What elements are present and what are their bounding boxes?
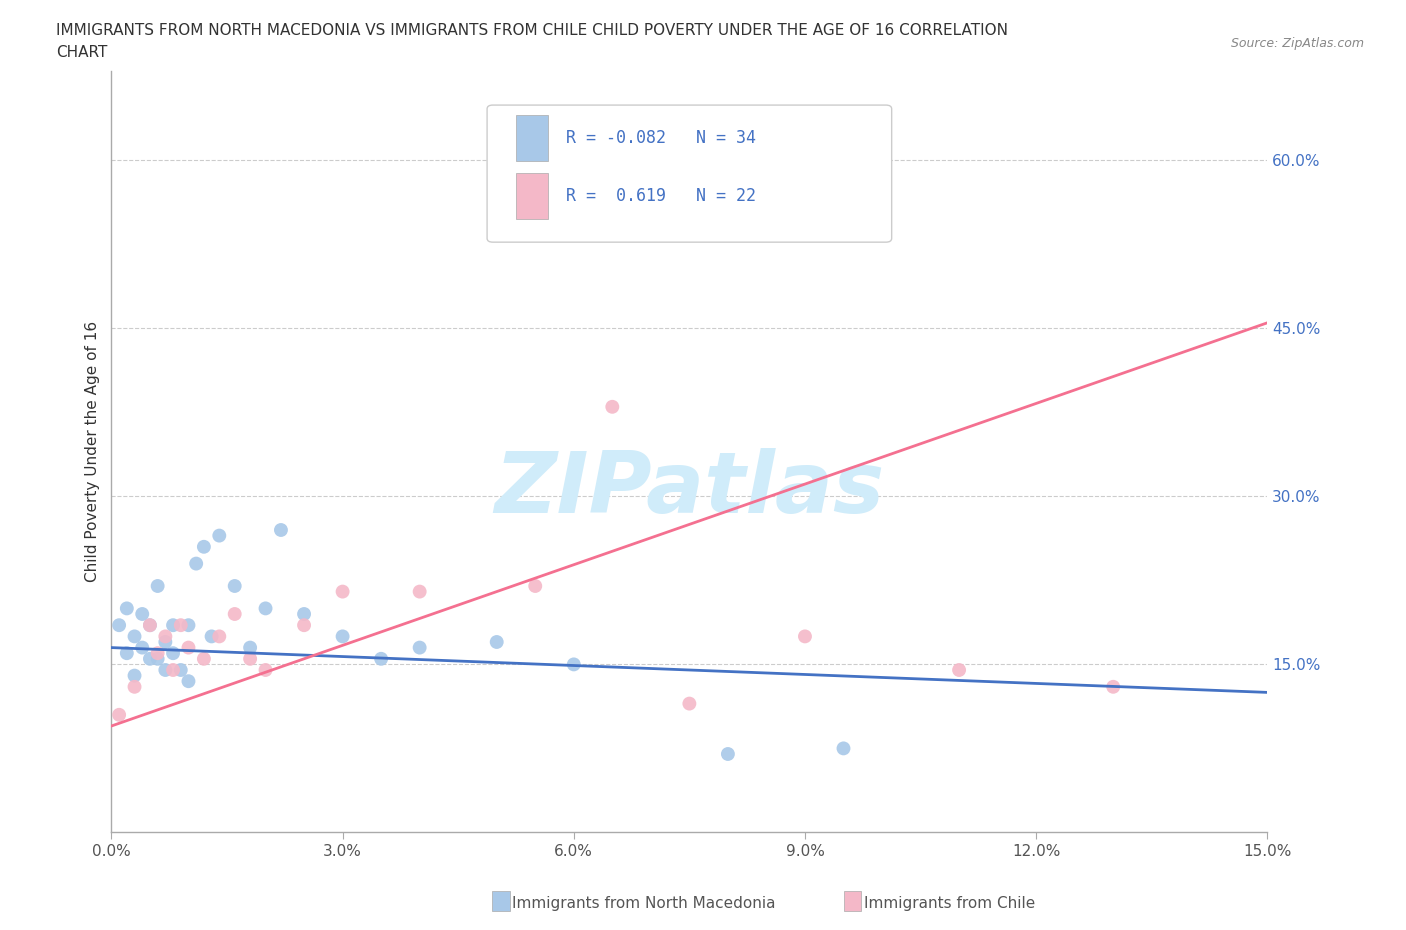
Point <box>108 708 131 723</box>
Point <box>139 618 162 632</box>
Point <box>146 578 169 593</box>
Text: CHART: CHART <box>56 45 108 60</box>
Text: R =  0.619   N = 22: R = 0.619 N = 22 <box>565 187 755 206</box>
Point <box>146 651 169 666</box>
Point <box>485 634 508 649</box>
Point <box>162 645 184 660</box>
Point <box>155 634 177 649</box>
Point <box>408 584 430 599</box>
Point <box>162 618 184 632</box>
Point <box>239 651 262 666</box>
Text: Source: ZipAtlas.com: Source: ZipAtlas.com <box>1230 37 1364 50</box>
Point <box>146 645 169 660</box>
Point <box>124 629 146 644</box>
Point <box>224 606 246 621</box>
Text: R = -0.082   N = 34: R = -0.082 N = 34 <box>565 129 755 147</box>
FancyBboxPatch shape <box>516 173 548 219</box>
Point <box>832 741 855 756</box>
Point <box>208 528 231 543</box>
Point <box>292 618 315 632</box>
Point <box>562 657 585 671</box>
Point <box>200 629 222 644</box>
Point <box>224 578 246 593</box>
Point <box>193 651 215 666</box>
Point <box>162 662 184 677</box>
Point <box>124 679 146 694</box>
Point <box>108 618 131 632</box>
Point <box>254 662 277 677</box>
Point <box>155 629 177 644</box>
Point <box>193 539 215 554</box>
Point <box>254 601 277 616</box>
Text: ZIPatlas: ZIPatlas <box>495 448 884 531</box>
Point <box>292 606 315 621</box>
Point <box>332 629 354 644</box>
Text: IMMIGRANTS FROM NORTH MACEDONIA VS IMMIGRANTS FROM CHILE CHILD POVERTY UNDER THE: IMMIGRANTS FROM NORTH MACEDONIA VS IMMIG… <box>56 23 1008 38</box>
Point <box>370 651 392 666</box>
Text: Immigrants from Chile: Immigrants from Chile <box>863 896 1035 910</box>
Point <box>794 130 817 145</box>
FancyBboxPatch shape <box>486 105 891 242</box>
Point <box>155 662 177 677</box>
Point <box>332 584 354 599</box>
Text: Immigrants from North Macedonia: Immigrants from North Macedonia <box>512 896 776 910</box>
Point <box>794 629 817 644</box>
Point <box>1102 679 1125 694</box>
Point <box>270 523 292 538</box>
Point <box>678 697 700 711</box>
Point <box>170 662 193 677</box>
Y-axis label: Child Poverty Under the Age of 16: Child Poverty Under the Age of 16 <box>86 321 100 582</box>
Point <box>139 618 162 632</box>
Point <box>177 673 200 688</box>
FancyBboxPatch shape <box>516 115 548 161</box>
Point <box>131 606 153 621</box>
Point <box>717 747 740 762</box>
Point <box>170 618 193 632</box>
Point <box>186 556 208 571</box>
Point <box>239 640 262 655</box>
Point <box>524 578 547 593</box>
Point <box>177 618 200 632</box>
Point <box>948 662 970 677</box>
Point <box>139 651 162 666</box>
Point <box>208 629 231 644</box>
Point <box>124 668 146 683</box>
Point <box>115 601 138 616</box>
Point <box>602 399 624 414</box>
Point <box>177 640 200 655</box>
Point <box>115 645 138 660</box>
Point <box>131 640 153 655</box>
Point <box>408 640 430 655</box>
